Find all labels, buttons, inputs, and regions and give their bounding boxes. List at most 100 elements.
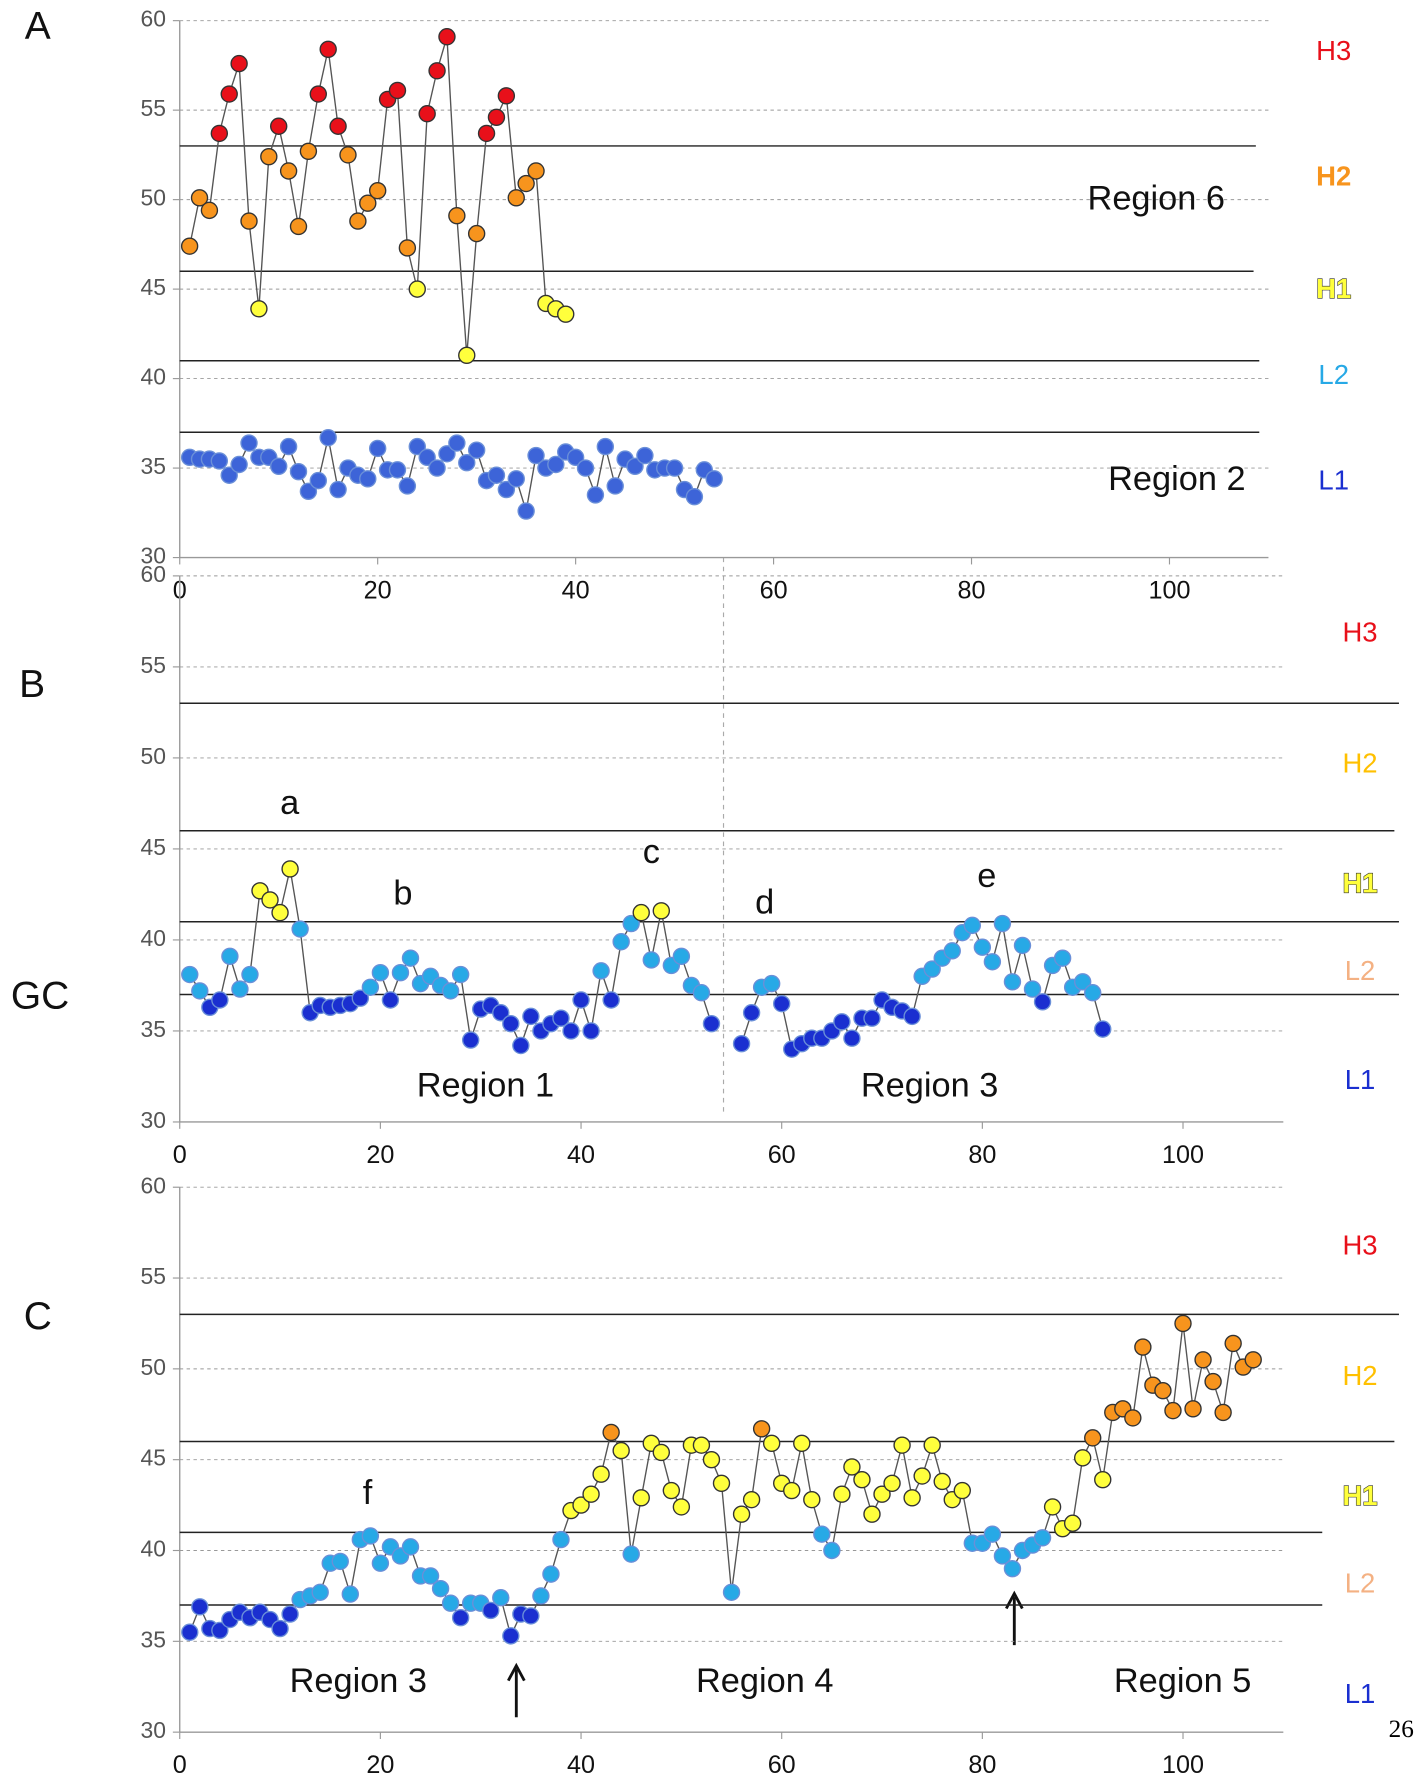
- data-point: [281, 860, 299, 878]
- x-tick-label: 100: [1162, 1141, 1204, 1169]
- data-point: [319, 40, 337, 58]
- data-point: [632, 1489, 650, 1507]
- annotation: Region 5: [1114, 1662, 1251, 1700]
- data-point: [428, 459, 446, 477]
- data-point: [487, 466, 506, 484]
- data-point: [1013, 936, 1032, 955]
- data-point: [289, 462, 308, 481]
- data-point: [547, 455, 565, 474]
- data-point: [241, 965, 259, 984]
- data-point: [672, 947, 691, 966]
- data-point: [361, 1527, 380, 1545]
- data-point: [903, 1489, 921, 1507]
- data-point: [1244, 1351, 1262, 1369]
- data-point: [602, 991, 620, 1009]
- x-tick-label: 80: [958, 577, 986, 605]
- y-tick-label: 45: [141, 1445, 166, 1471]
- data-point: [517, 174, 535, 193]
- data-point: [341, 1585, 359, 1603]
- data-point: [231, 980, 249, 998]
- data-point: [983, 1525, 1002, 1543]
- data-point: [438, 445, 456, 463]
- data-point: [230, 455, 248, 474]
- annotation: e: [977, 857, 996, 895]
- data-point: [388, 461, 407, 479]
- y-tick-label: 30: [141, 543, 166, 569]
- data-point: [441, 982, 460, 1000]
- data-point: [230, 54, 248, 73]
- level-label: H1: [1342, 1480, 1377, 1511]
- data-point: [1073, 1449, 1092, 1467]
- data-point: [883, 1474, 901, 1492]
- annotation: Region 3: [290, 1662, 427, 1700]
- data-point: [873, 1485, 891, 1503]
- data-point: [309, 471, 327, 490]
- data-point: [1084, 1429, 1102, 1447]
- data-point: [632, 903, 650, 922]
- data-point: [833, 1485, 851, 1503]
- data-point: [592, 962, 610, 980]
- data-point: [843, 1458, 861, 1476]
- x-tick-label: 20: [366, 1751, 394, 1779]
- data-point: [299, 482, 318, 501]
- panel-label: B: [19, 663, 45, 706]
- data-point: [742, 1490, 761, 1509]
- data-point: [692, 984, 711, 1002]
- data-point: [1053, 949, 1072, 967]
- data-point: [181, 1623, 199, 1641]
- data-point: [712, 1474, 731, 1492]
- data-point: [270, 117, 288, 135]
- level-label: H2: [1342, 1360, 1377, 1391]
- y-tick-label: 30: [141, 1107, 166, 1133]
- data-point: [497, 480, 516, 499]
- data-point: [180, 237, 199, 255]
- data-point: [572, 1496, 590, 1514]
- x-tick-label: 80: [968, 1751, 996, 1779]
- level-label: L1: [1318, 465, 1349, 496]
- panel-label: A: [25, 5, 51, 48]
- data-point: [823, 1541, 841, 1560]
- y-tick-label: 35: [141, 453, 166, 479]
- data-point: [467, 224, 486, 243]
- data-point: [191, 1598, 209, 1616]
- data-point: [451, 965, 470, 984]
- data-point: [522, 1607, 540, 1625]
- data-point: [200, 201, 219, 220]
- y-tick-label: 55: [141, 1263, 166, 1289]
- data-point: [702, 1450, 721, 1469]
- data-point: [438, 28, 456, 46]
- data-point: [1094, 1020, 1112, 1038]
- data-point: [448, 434, 466, 452]
- data-point: [943, 942, 961, 960]
- data-point: [502, 1627, 520, 1645]
- y-tick-label: 60: [141, 1172, 166, 1198]
- data-point: [1204, 1372, 1222, 1391]
- data-point: [398, 239, 417, 257]
- data-point: [1023, 980, 1042, 998]
- data-point: [652, 1443, 671, 1462]
- data-point: [359, 194, 377, 212]
- data-point: [421, 1567, 440, 1585]
- data-point: [220, 85, 238, 103]
- data-point: [289, 217, 308, 236]
- x-tick-label: 0: [173, 1751, 187, 1779]
- data-point: [497, 87, 516, 105]
- y-tick-label: 45: [141, 834, 166, 860]
- data-point: [408, 437, 426, 456]
- data-point: [853, 1470, 871, 1489]
- data-point: [576, 459, 595, 477]
- x-tick-label: 60: [760, 577, 788, 605]
- data-point: [1184, 1400, 1202, 1418]
- data-point: [279, 162, 298, 180]
- y-tick-label: 50: [141, 185, 166, 211]
- data-point: [527, 162, 545, 180]
- data-point: [933, 1472, 951, 1491]
- level-label: H3: [1342, 1229, 1377, 1260]
- data-point: [893, 1436, 911, 1454]
- y-axis-label: GC: [11, 975, 69, 1018]
- data-point: [582, 1022, 600, 1040]
- data-point: [772, 994, 791, 1013]
- data-point: [702, 1014, 721, 1033]
- data-point: [381, 991, 400, 1009]
